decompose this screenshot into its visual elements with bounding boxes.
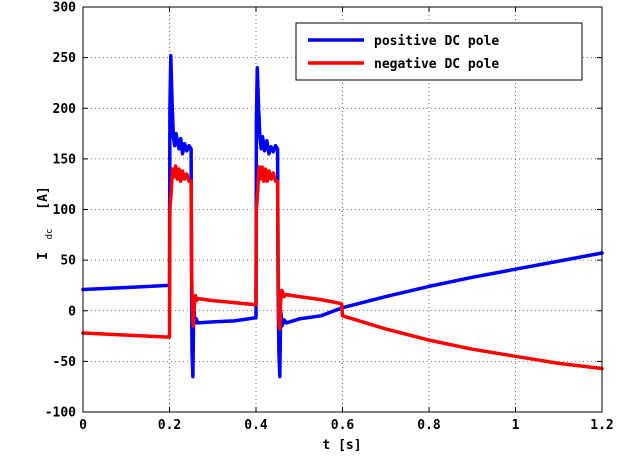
y-axis-label-subscript: dc	[45, 229, 55, 240]
legend-label-positive: positive DC pole	[374, 34, 499, 49]
y-tick-label: 300	[53, 1, 77, 16]
x-tick-label: 0.8	[417, 418, 441, 433]
series-group	[81, 53, 604, 379]
y-axis-label: I dc [A]	[36, 186, 55, 260]
y-tick-label: 50	[60, 254, 76, 269]
legend-box	[295, 22, 583, 81]
y-tick-label: -100	[45, 406, 76, 421]
x-tick-label: 0.4	[244, 418, 268, 433]
axis-ticks	[82, 6, 603, 413]
y-tick-labels: -100 -50 0 50 100 150 200 250 300	[45, 1, 76, 421]
legend-label-negative: negative DC pole	[374, 57, 499, 72]
x-tick-labels: 0 0.2 0.4 0.6 0.8 1 1.2	[79, 418, 614, 433]
y-tick-label: 200	[53, 102, 77, 117]
legend: positive DC pole negative DC pole	[295, 22, 583, 81]
series-line-negative	[81, 164, 604, 371]
y-tick-label: 100	[53, 203, 77, 218]
y-tick-label: 250	[53, 51, 77, 66]
x-tick-label: 1.2	[590, 418, 613, 433]
y-axis-label-unit: [A]	[36, 186, 51, 209]
x-tick-label: 0	[79, 418, 87, 433]
y-tick-label: -50	[53, 355, 77, 370]
y-axis-label-main: I	[36, 252, 51, 260]
x-tick-label: 0.2	[158, 418, 181, 433]
x-axis-label: t [s]	[322, 438, 361, 453]
x-tick-label: 0.6	[331, 418, 355, 433]
y-tick-label: 150	[53, 152, 77, 167]
x-tick-label: 1	[512, 418, 520, 433]
y-tick-label: 0	[68, 304, 76, 319]
